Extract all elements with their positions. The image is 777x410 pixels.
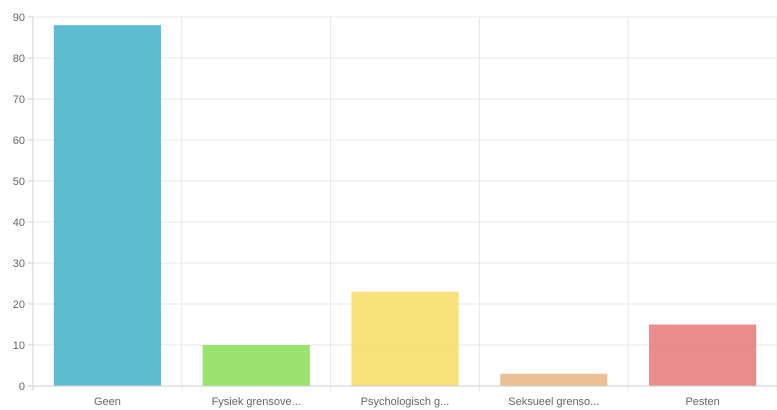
y-tick-label: 60: [13, 135, 25, 147]
y-tick-label: 40: [13, 217, 25, 229]
y-tick-label: 10: [13, 340, 25, 352]
bar-4[interactable]: [649, 324, 757, 387]
y-tick-label: 90: [13, 12, 25, 24]
y-tick-label: 50: [13, 176, 25, 188]
y-tick-label: 30: [13, 258, 25, 270]
x-tick-label: Geen: [94, 396, 121, 408]
bars: [53, 25, 757, 387]
x-tick-label: Seksueel grenso...: [508, 396, 599, 408]
y-tick-label: 80: [13, 53, 25, 65]
x-tick-label: Psychologisch g...: [361, 396, 450, 408]
axes: [28, 16, 777, 391]
y-tick-label: 0: [19, 381, 25, 393]
bar-1[interactable]: [202, 345, 310, 386]
x-tick-labels: Geen Fysiek grensove... Psychologisch g...…: [94, 396, 720, 408]
x-tick-label: Pesten: [685, 396, 719, 408]
bar-0[interactable]: [53, 25, 161, 386]
bar-2[interactable]: [351, 291, 459, 386]
y-tick-label: 20: [13, 299, 25, 311]
y-tick-label: 70: [13, 94, 25, 106]
bar-3[interactable]: [500, 373, 608, 386]
y-tick-labels: 0 10 20 30 40 50 60 70 80 90: [13, 12, 25, 393]
x-tick-label: Fysiek grensove...: [212, 396, 301, 408]
